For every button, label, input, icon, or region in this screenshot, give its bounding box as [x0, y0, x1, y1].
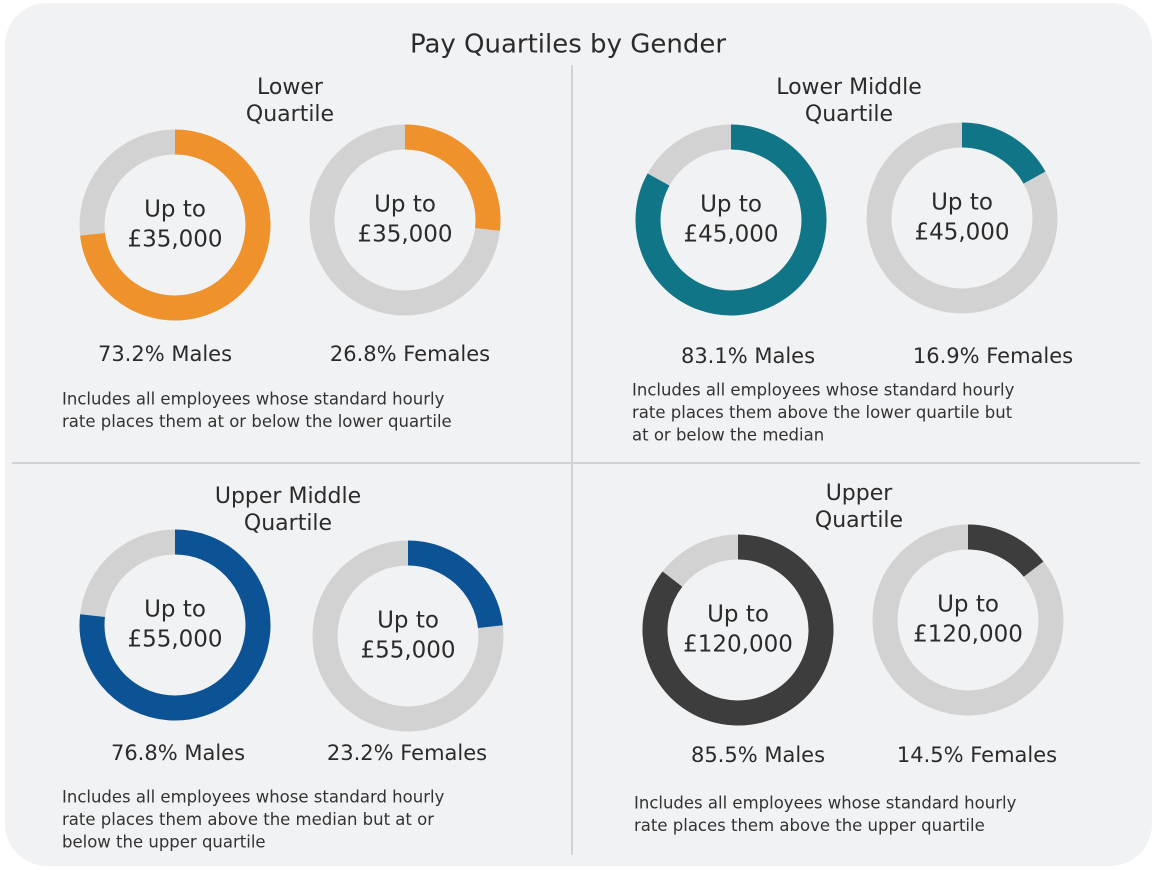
center-label: Up to [144, 597, 206, 623]
note: Includes all employees whose standard ho… [62, 788, 445, 807]
value-label: 73.2% Males [98, 342, 232, 366]
value-label: 83.1% Males [681, 344, 815, 368]
center-label: Up to [931, 190, 993, 216]
donut-arc [642, 534, 834, 726]
value-label: 23.2% Females [327, 741, 487, 765]
value-label: 26.8% Females [330, 342, 490, 366]
quartile-title: Lower Middle [776, 75, 922, 100]
center-label: £35,000 [127, 227, 222, 253]
center-label: Up to [700, 192, 762, 218]
center-label: £45,000 [914, 220, 1009, 246]
quartile-title: Lower [257, 75, 324, 100]
quartile-title: Quartile [244, 511, 332, 536]
center-label: £45,000 [683, 222, 778, 248]
value-label: 16.9% Females [913, 344, 1073, 368]
center-label: Up to [374, 192, 436, 218]
note: Includes all employees whose standard ho… [634, 794, 1017, 813]
page-title: Pay Quartiles by Gender [410, 30, 726, 60]
donut-arc [635, 124, 827, 316]
value-label: 76.8% Males [111, 741, 245, 765]
donut-arc [79, 529, 271, 721]
donut-arc [407, 540, 503, 629]
note: rate places them at or below the lower q… [62, 412, 452, 431]
donut-arc [80, 129, 271, 321]
note: rate places them above the median but at… [62, 810, 434, 829]
value-label: 85.5% Males [691, 743, 825, 767]
center-label: Up to [937, 592, 999, 618]
note: rate places them above the upper quartil… [634, 816, 985, 835]
quartile-title: Upper Middle [215, 484, 361, 509]
center-label: £55,000 [127, 627, 222, 653]
quartile-title: Quartile [815, 508, 903, 533]
note: below the upper quartile [62, 833, 266, 852]
note: Includes all employees whose standard ho… [632, 381, 1015, 400]
center-label: Up to [377, 608, 439, 634]
note: Includes all employees whose standard ho… [62, 390, 445, 409]
quartile-title: Quartile [246, 102, 334, 127]
panel [5, 3, 1152, 866]
note: rate places them above the lower quartil… [632, 403, 1013, 422]
center-label: Up to [707, 602, 769, 628]
center-label: Up to [144, 197, 206, 223]
donut-arc [967, 524, 1044, 578]
quartile-title: Quartile [805, 102, 893, 127]
center-label: £120,000 [913, 622, 1023, 648]
donut-arc [961, 122, 1046, 185]
center-label: £35,000 [357, 222, 452, 248]
center-label: £55,000 [360, 638, 455, 664]
note: at or below the median [632, 426, 824, 445]
donut-arc [404, 124, 501, 231]
center-label: £120,000 [683, 632, 793, 658]
quartile-title: Upper [826, 481, 894, 506]
value-label: 14.5% Females [897, 743, 1057, 767]
